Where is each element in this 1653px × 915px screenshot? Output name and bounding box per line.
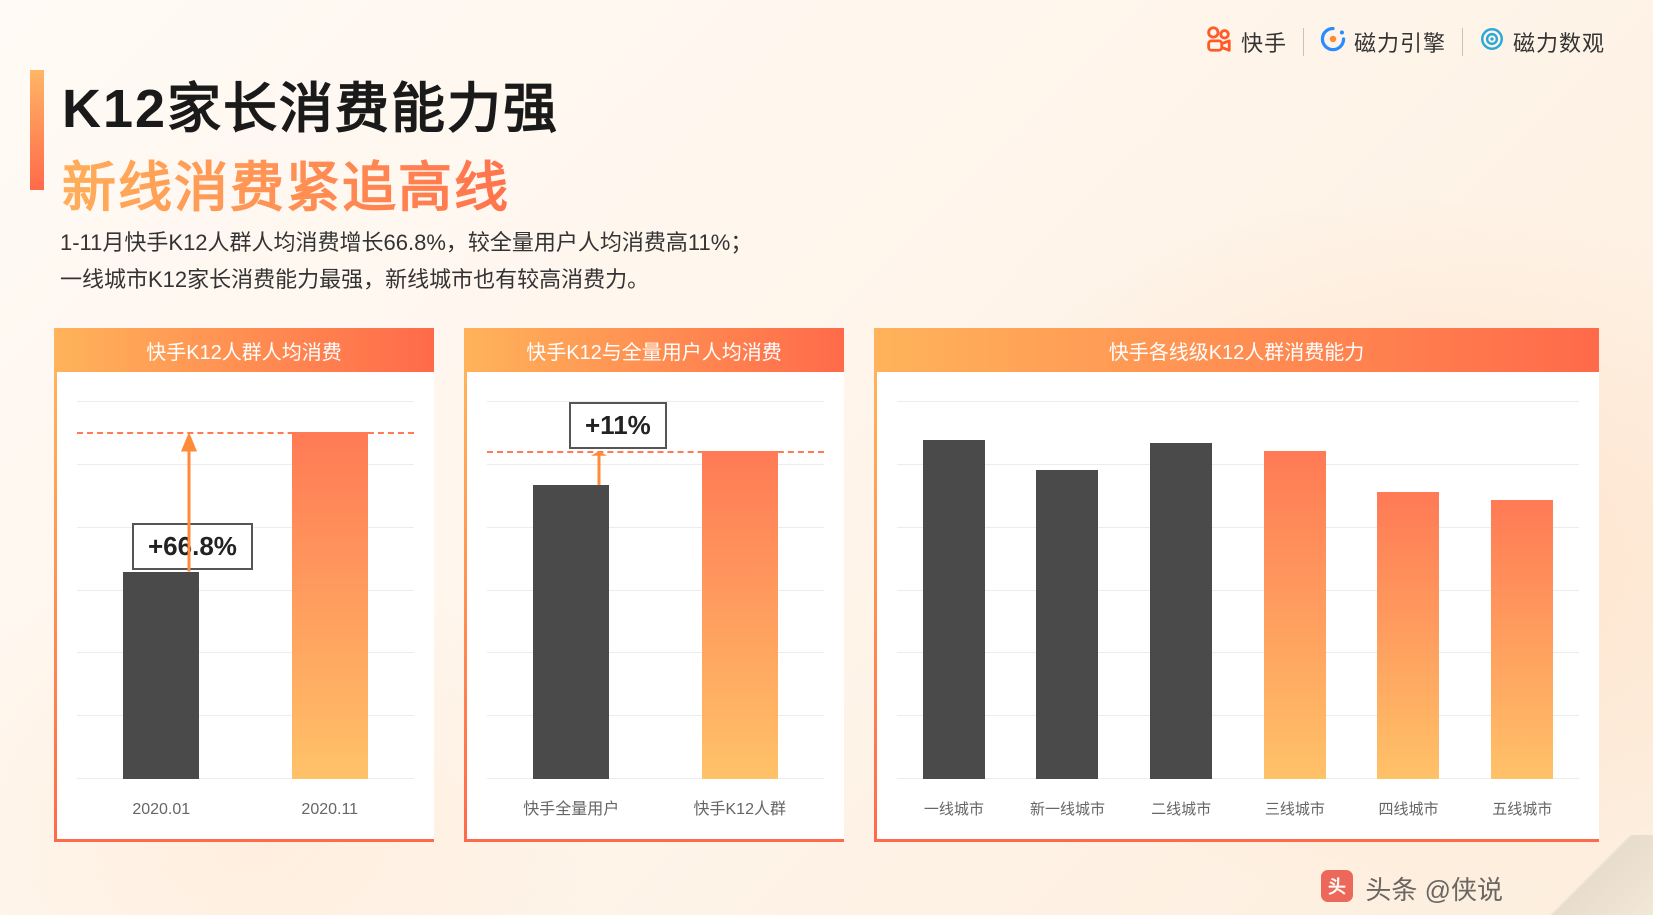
title-line1: K12家长消费能力强 <box>62 64 559 143</box>
x-axis-label: 三线城市 <box>1238 798 1352 819</box>
chart1-title: 快手K12人群人均消费 <box>54 328 434 372</box>
watermark: 头 头条 @侠说 <box>1319 868 1503 909</box>
kuaishou-icon <box>1203 24 1233 59</box>
bar <box>923 440 985 779</box>
chart2-plot: +11% <box>487 402 824 779</box>
bar <box>1377 492 1439 779</box>
chart2-xlabels: 快手全量用户快手K12人群 <box>487 795 824 819</box>
x-axis-label: 快手K12人群 <box>656 795 825 819</box>
bar <box>1036 470 1098 779</box>
x-axis-label: 五线城市 <box>1465 798 1579 819</box>
x-axis-label: 2020.01 <box>77 801 246 819</box>
bar <box>1491 500 1553 779</box>
subtitle-line1: 1-11月快手K12人群人均消费增长66.8%，较全量用户人均消费高11%； <box>60 224 752 261</box>
bar <box>292 432 368 779</box>
logo-engine: 磁力引擎 <box>1320 26 1446 58</box>
logo-separator <box>1462 28 1463 56</box>
chart3-body: 一线城市新一线城市二线城市三线城市四线城市五线城市 <box>874 372 1599 842</box>
page-corner-fold <box>1533 835 1653 915</box>
logo-engine-text: 磁力引擎 <box>1354 26 1446 58</box>
bar <box>1264 451 1326 779</box>
watermark-text: 头条 @侠说 <box>1365 870 1503 907</box>
growth-annotation: +66.8% <box>132 523 253 570</box>
chart1-bars <box>77 402 414 779</box>
bar <box>533 485 609 779</box>
bar <box>1150 443 1212 779</box>
title-accent-bar <box>30 70 44 190</box>
chart1-body: +66.8% 2020.012020.11 <box>54 372 434 842</box>
x-axis-label: 2020.11 <box>246 801 415 819</box>
chart-panels: 快手K12人群人均消费 +66.8% 2020.012020.11 快手K12与… <box>54 328 1599 842</box>
growth-annotation: +11% <box>569 402 667 449</box>
title-line2: 新线消费紧追高线 <box>62 143 559 222</box>
chart2-body: +11% 快手全量用户快手K12人群 <box>464 372 844 842</box>
header-logos: 快手 磁力引擎 磁力数观 <box>1203 24 1605 59</box>
chart3-title: 快手各线级K12人群消费能力 <box>874 328 1599 372</box>
chart1-panel: 快手K12人群人均消费 +66.8% 2020.012020.11 <box>54 328 434 842</box>
page-title: K12家长消费能力强 新线消费紧追高线 <box>30 64 559 222</box>
chart3-panel: 快手各线级K12人群消费能力 一线城市新一线城市二线城市三线城市四线城市五线城市 <box>874 328 1599 842</box>
chart1-plot: +66.8% <box>77 402 414 779</box>
x-axis-label: 快手全量用户 <box>487 795 656 819</box>
subtitle: 1-11月快手K12人群人均消费增长66.8%，较全量用户人均消费高11%； 一… <box>60 224 752 299</box>
chart2-panel: 快手K12与全量用户人均消费 +11% 快手全量用户快手K12人群 <box>464 328 844 842</box>
chart2-bars <box>487 402 824 779</box>
logo-data-text: 磁力数观 <box>1513 26 1605 58</box>
logo-kuaishou-text: 快手 <box>1241 26 1287 58</box>
svg-text:头: 头 <box>1328 877 1346 897</box>
chart2-title: 快手K12与全量用户人均消费 <box>464 328 844 372</box>
data-icon <box>1479 26 1505 57</box>
toutiao-icon: 头 <box>1319 868 1355 909</box>
engine-icon <box>1320 26 1346 57</box>
bar <box>702 451 778 779</box>
chart1-xlabels: 2020.012020.11 <box>77 801 414 819</box>
chart3-xlabels: 一线城市新一线城市二线城市三线城市四线城市五线城市 <box>897 798 1579 819</box>
bar <box>123 572 199 779</box>
x-axis-label: 四线城市 <box>1352 798 1466 819</box>
x-axis-label: 新一线城市 <box>1011 798 1125 819</box>
logo-separator <box>1303 28 1304 56</box>
subtitle-line2: 一线城市K12家长消费能力最强，新线城市也有较高消费力。 <box>60 261 752 298</box>
x-axis-label: 二线城市 <box>1124 798 1238 819</box>
chart3-bars <box>897 402 1579 779</box>
chart3-plot <box>897 402 1579 779</box>
logo-data: 磁力数观 <box>1479 26 1605 58</box>
x-axis-label: 一线城市 <box>897 798 1011 819</box>
logo-kuaishou: 快手 <box>1203 24 1287 59</box>
